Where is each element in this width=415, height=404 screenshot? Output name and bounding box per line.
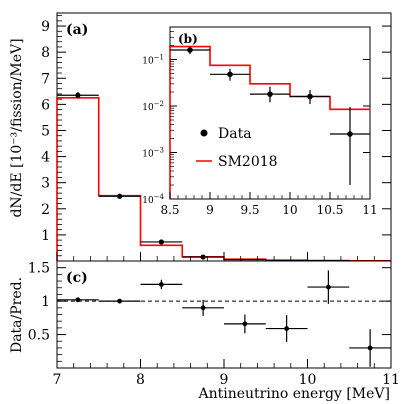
main-y-tick-label: 9: [41, 19, 50, 35]
ratio-data-points: [57, 270, 391, 367]
inset-x-tick-label: 9.5: [240, 203, 259, 217]
x-tick-label: 9: [220, 372, 229, 388]
inset-x-ticks: 8.5 9 9.5 10 10.5 11: [160, 192, 378, 217]
ratio-panel: 0.5 1 1.5 7 8 9 10 11 (c) Data/Pred. Antineutr…: [9, 260, 400, 402]
inset-y-tick-label: 10−4: [142, 193, 164, 206]
data-point: [117, 193, 123, 199]
inset-x-tick-label: 10.5: [317, 203, 344, 217]
inset-y-ticks: 10−1 10−2 10−3 10−4: [142, 26, 370, 206]
data-point: [200, 254, 206, 260]
inset-x-tick-label: 11: [362, 203, 377, 217]
x-axis-label: Antineutrino energy [MeV]: [198, 386, 391, 402]
legend-sm2018-label: SM2018: [218, 154, 278, 170]
panel-label-b: (b): [178, 32, 198, 46]
ratio-plot-frame: [56, 260, 392, 369]
main-y-tick-label: 7: [41, 71, 50, 87]
inset-x-tick-label: 8.5: [160, 203, 179, 217]
panel-label-c: (c): [66, 270, 88, 286]
ratio-y-ticks: 0.5 1 1.5: [28, 261, 391, 362]
inset-panel: 10−1 10−2 10−3 10−4 8.5 9 9.5 10 10.5 11 (b) Dat…: [142, 26, 378, 217]
legend-data-label: Data: [218, 126, 252, 142]
ratio-data-point: [367, 345, 373, 351]
inset-sm2018-step-line: [169, 45, 370, 199]
main-y-tick-label: 5: [41, 123, 50, 139]
inset-data-point: [267, 91, 273, 97]
inset-data-point: [347, 131, 353, 137]
inset-data-point: [227, 71, 233, 78]
x-tick-label: 7: [53, 372, 62, 388]
main-y-axis-label: dN/dE [10⁻³/fission/MeV]: [9, 38, 25, 217]
main-y-tick-label: 2: [41, 202, 50, 218]
ratio-data-point: [284, 326, 290, 331]
ratio-y-tick-label: 0.5: [28, 328, 50, 344]
x-tick-label: 11: [382, 372, 400, 388]
ratio-data-point: [242, 321, 248, 327]
main-y-tick-label: 1: [41, 228, 50, 244]
panel-label-a: (a): [66, 22, 88, 38]
ratio-data-point: [117, 298, 123, 304]
inset-y-tick-label: 10−2: [142, 100, 164, 113]
ratio-x-ticks: 7 8 9 10 11: [53, 359, 400, 388]
main-y-ticks: 1 2 3 4 5 6 7 8 9: [41, 15, 392, 261]
ratio-data-point: [325, 284, 331, 290]
inset-y-tick-label: 10−3: [142, 147, 164, 160]
inset-prediction-histogram: [169, 45, 370, 199]
ratio-y-tick-label: 1.5: [28, 261, 50, 277]
inset-y-tick-label: 10−1: [142, 54, 164, 67]
data-point: [75, 92, 81, 98]
inset-legend: Data SM2018: [196, 126, 278, 170]
inset-x-tick-label: 10: [282, 203, 297, 217]
ratio-data-point: [200, 305, 206, 311]
ratio-data-point: [158, 282, 164, 287]
inset-x-tick-label: 9: [206, 203, 214, 217]
inset-data-points: [170, 46, 370, 186]
ratio-data-point: [75, 297, 81, 303]
inset-plot-frame: [169, 26, 371, 200]
ratio-y-tick-label: 1: [41, 294, 50, 310]
ratio-y-axis-label: Data/Pred.: [9, 277, 25, 353]
main-y-tick-label: 4: [41, 150, 50, 166]
main-y-tick-label: 8: [41, 45, 50, 61]
inset-data-point: [187, 47, 193, 53]
main-y-tick-label: 6: [41, 97, 50, 113]
main-y-tick-label: 3: [41, 176, 50, 192]
data-point: [158, 239, 164, 245]
legend-data-marker: [200, 129, 208, 137]
inset-data-point: [307, 93, 313, 100]
x-tick-label: 8: [136, 372, 145, 388]
x-tick-label: 10: [299, 372, 317, 388]
